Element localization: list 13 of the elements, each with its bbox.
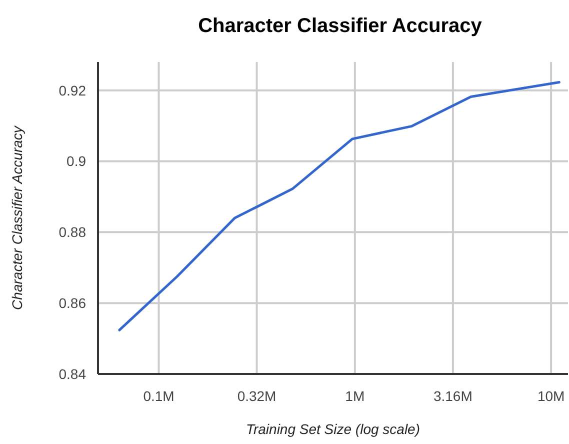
x-tick-label: 10M: [537, 388, 565, 404]
y-axis-title: Character Classifier Accuracy: [9, 125, 25, 310]
y-tick-label: 0.86: [58, 294, 86, 311]
x-tick-label: 0.32M: [237, 388, 276, 404]
x-tick-label: 3.16M: [433, 388, 472, 404]
y-tick-label: 0.92: [58, 82, 86, 98]
y-tick-label: 0.88: [58, 224, 86, 240]
y-tick-label: 0.9: [66, 153, 86, 170]
chart-title: Character Classifier Accuracy: [198, 15, 483, 37]
x-axis-title: Training Set Size (log scale): [246, 421, 420, 437]
x-tick-label: 1M: [345, 388, 365, 404]
x-tick-label: 0.1M: [143, 388, 174, 404]
y-tick-label: 0.84: [58, 366, 86, 382]
